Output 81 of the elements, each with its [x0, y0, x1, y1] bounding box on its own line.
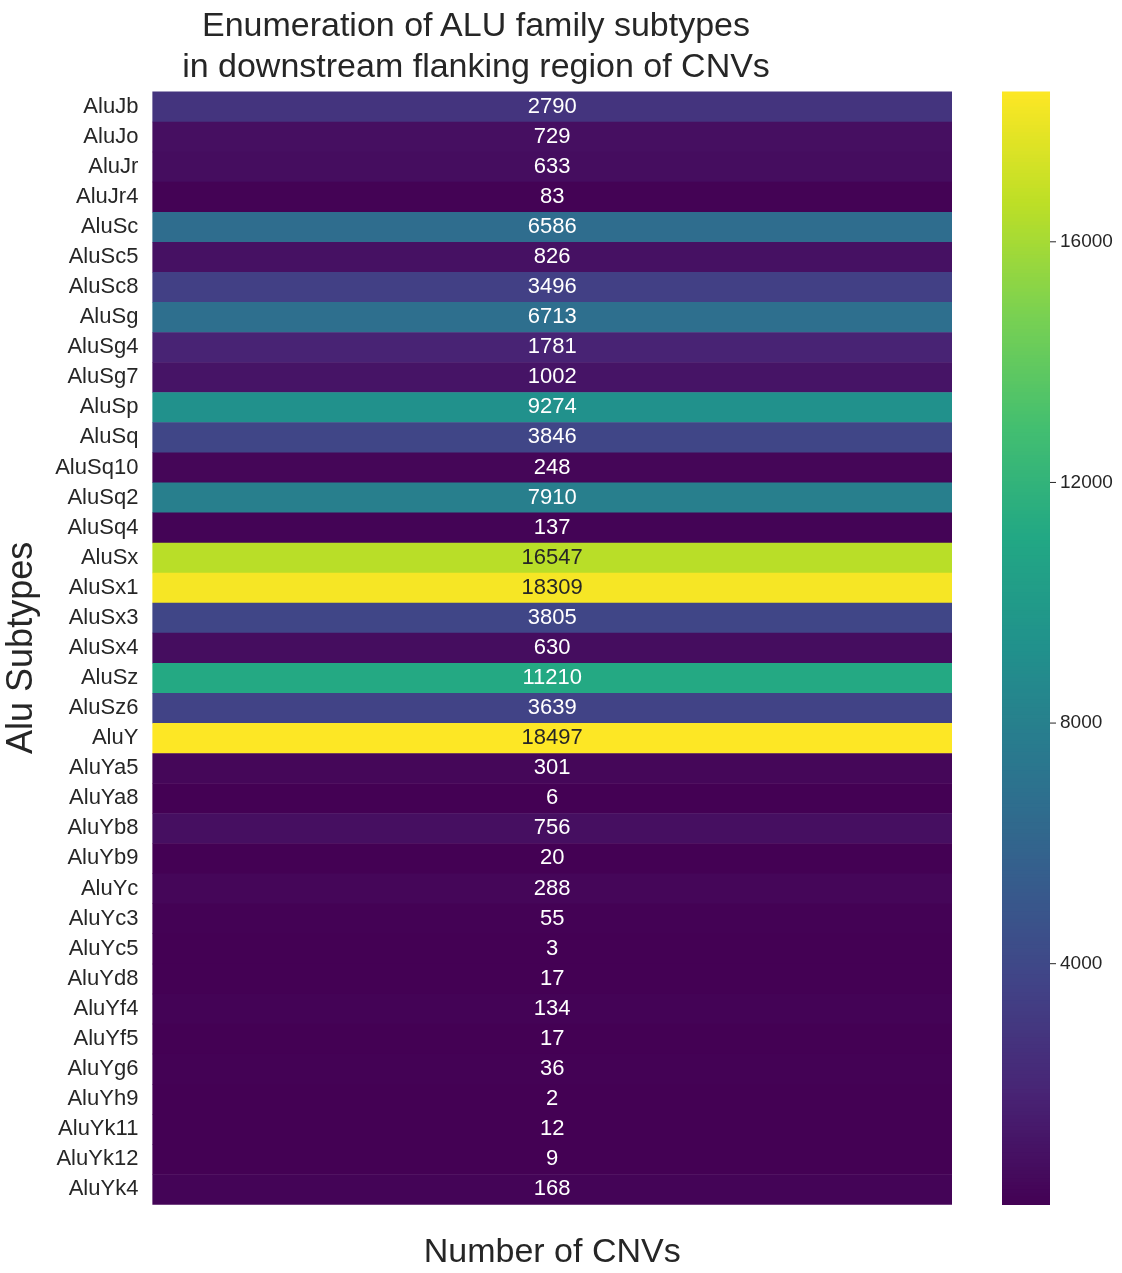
- y-tick-label: AluYk4: [68, 1175, 139, 1201]
- y-tick-label: AluYk12: [56, 1145, 139, 1171]
- y-tick-label: AluSc8: [68, 273, 139, 299]
- data-label: 3639: [527, 694, 577, 720]
- y-tick-label: AluYb8: [67, 814, 139, 840]
- data-label: 11210: [522, 664, 582, 690]
- color-bar-label: 16000: [1060, 230, 1113, 252]
- y-tick-label: AluSx: [80, 543, 139, 569]
- data-label: 18309: [521, 573, 583, 599]
- data-label: 6713: [527, 303, 577, 329]
- y-tick-label: AluYb9: [67, 844, 139, 870]
- color-bar-label: 12000: [1060, 470, 1113, 492]
- y-tick-label: AluYd8: [67, 964, 139, 990]
- y-tick-label: AluYa5: [69, 754, 139, 780]
- data-label: 55: [539, 904, 565, 930]
- color-bar-label: 4000: [1060, 951, 1103, 973]
- data-label: 6586: [527, 212, 577, 238]
- data-label: 729: [533, 122, 571, 148]
- y-tick-label: AluYa8: [69, 784, 139, 810]
- y-tick-label: AluSx4: [68, 633, 139, 659]
- y-tick-label: AluSz: [80, 664, 139, 690]
- y-tick-label: AluYk11: [58, 1115, 139, 1141]
- y-tick-label: AluSz6: [68, 694, 139, 720]
- data-label: 9274: [527, 393, 577, 419]
- data-label: 2790: [527, 92, 577, 118]
- y-tick-label: AluSq10: [55, 453, 139, 479]
- data-label: 301: [533, 754, 571, 780]
- y-tick-label: AluSq: [79, 423, 139, 449]
- y-tick-label: AluSc5: [68, 243, 139, 269]
- data-label: 3805: [527, 603, 577, 629]
- data-label: 3496: [527, 273, 577, 299]
- data-label: 9: [546, 1145, 559, 1171]
- data-label: 630: [533, 633, 571, 659]
- y-tick-label: AluSg7: [67, 363, 139, 389]
- y-tick-label: AluSq2: [67, 483, 139, 509]
- data-label: 16547: [521, 543, 583, 569]
- data-label: 137: [533, 513, 571, 539]
- data-label: 1002: [527, 363, 577, 389]
- y-axis-title: Alu Subtypes: [0, 541, 40, 754]
- x-axis-title: Number of CNVs: [423, 1230, 681, 1269]
- chart-title: Enumeration of ALU family subtypes in downstream flanking region of CNVs: [182, 4, 770, 84]
- data-label: 7910: [527, 483, 577, 509]
- data-label: 83: [539, 182, 565, 208]
- data-label: 2: [546, 1085, 559, 1111]
- y-tick-label: AluYf4: [73, 994, 139, 1020]
- data-label: 20: [539, 844, 565, 870]
- y-tick-label: AluYh9: [67, 1085, 139, 1111]
- y-tick-label: AluJo: [83, 122, 139, 148]
- y-tick-label: AluYc: [80, 874, 139, 900]
- y-tick-label: AluSc: [80, 212, 139, 238]
- data-label: 6: [546, 784, 559, 810]
- data-label: 18497: [521, 724, 583, 750]
- data-label: 826: [533, 243, 571, 269]
- y-tick-label: AluYc3: [68, 904, 139, 930]
- y-tick-label: AluJr: [88, 152, 139, 178]
- data-label: 756: [533, 814, 571, 840]
- y-tick-label: AluSx1: [68, 573, 139, 599]
- y-tick-label: AluYf5: [73, 1024, 139, 1050]
- y-tick-label: AluYc5: [68, 934, 139, 960]
- data-label: 288: [533, 874, 571, 900]
- data-label: 12: [539, 1115, 565, 1141]
- y-tick-label: AluJr4: [76, 182, 139, 208]
- y-tick-label: AluSp: [79, 393, 139, 419]
- y-tick-label: AluSg: [79, 303, 139, 329]
- data-label: 248: [533, 453, 571, 479]
- data-label: 3: [546, 934, 559, 960]
- color-bar-label: 8000: [1060, 711, 1103, 733]
- y-tick-label: AluY: [91, 724, 139, 750]
- y-tick-label: AluJb: [83, 92, 139, 118]
- data-label: 1781: [527, 333, 577, 359]
- data-label: 134: [533, 994, 571, 1020]
- data-label: 633: [533, 152, 571, 178]
- data-label: 17: [539, 1024, 565, 1050]
- y-tick-label: AluSq4: [67, 513, 139, 539]
- y-tick-label: AluSg4: [67, 333, 139, 359]
- data-label: 3846: [527, 423, 577, 449]
- data-label: 36: [539, 1054, 565, 1080]
- y-tick-label: AluSx3: [68, 603, 139, 629]
- y-tick-label: AluYg6: [67, 1054, 139, 1080]
- data-label: 17: [539, 964, 565, 990]
- data-label: 168: [533, 1175, 571, 1201]
